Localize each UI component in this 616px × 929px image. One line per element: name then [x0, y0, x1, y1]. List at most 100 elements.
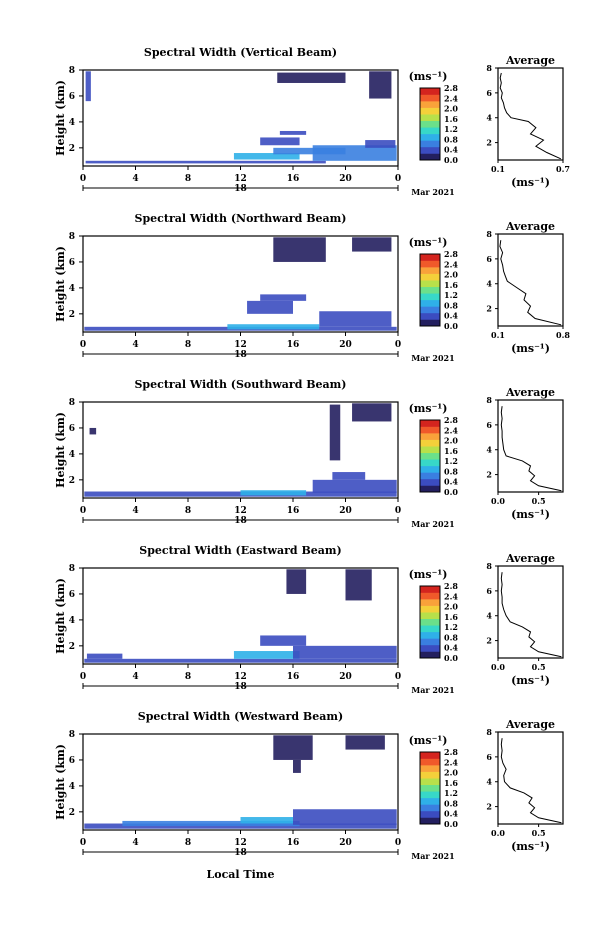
x-tick-label: 4: [132, 174, 138, 184]
x-tick-label: 20: [339, 672, 352, 682]
heatmap-cell: [293, 759, 301, 773]
profile-y-tick-label: 2: [486, 470, 492, 480]
profile-x-tick-label: 0.1: [491, 164, 505, 174]
y-tick-label: 2: [69, 310, 75, 320]
profile-x-tick-label: 0.5: [532, 828, 546, 838]
colorbar-tick-label: 2.0: [444, 436, 458, 446]
date-label: Mar 2021: [411, 187, 454, 197]
colorbar-segment: [420, 778, 440, 786]
panel-title: Spectral Width (Vertical Beam): [144, 46, 337, 59]
y-tick-label: 2: [69, 808, 75, 818]
profile-y-tick-label: 2: [486, 636, 492, 646]
heatmap-cell: [260, 294, 307, 301]
colorbar-tick-label: 2.4: [444, 259, 458, 269]
colorbar-frame: [419, 87, 441, 161]
colorbar-segment: [420, 446, 440, 454]
x-axis-label: Local Time: [207, 868, 275, 881]
profile-y-tick-label: 6: [486, 420, 492, 430]
x-tick-label: 0: [395, 506, 401, 516]
x-tick-label: 16: [287, 838, 300, 848]
profile-y-tick-label: 8: [486, 395, 492, 405]
colorbar-tick-label: 2.4: [444, 591, 458, 601]
profile-x-tick-label: 0.5: [532, 662, 546, 672]
x-tick-label: 20: [339, 506, 352, 516]
profile-line: [500, 572, 562, 658]
heatmap-cell: [260, 635, 307, 646]
colorbar-segment: [420, 810, 440, 818]
y-tick-label: 8: [69, 398, 75, 408]
colorbar-tick-label: 2.8: [444, 747, 458, 757]
x-tick-label: 4: [132, 838, 138, 848]
colorbar-segment: [420, 319, 440, 327]
heatmap-cell: [277, 72, 346, 83]
heatmap-cell: [233, 153, 300, 160]
colorbar-tick-label: 0.4: [444, 145, 458, 155]
colorbar-tick-label: 0.8: [444, 134, 458, 144]
x-tick-label: 12: [234, 340, 247, 350]
x-tick-label: 8: [185, 838, 191, 848]
profile-y-tick-label: 4: [486, 777, 492, 787]
y-axis-label: Height (km): [54, 80, 67, 156]
colorbar-segment: [420, 459, 440, 467]
heatmap-cell: [260, 137, 300, 146]
colorbar-segment: [420, 153, 440, 161]
colorbar-segment: [420, 133, 440, 141]
y-tick-label: 8: [69, 232, 75, 242]
x-tick-label: 12: [234, 672, 247, 682]
y-axis-label: Height (km): [54, 578, 67, 654]
colorbar-segment: [420, 426, 440, 434]
heatmap-cell: [352, 237, 392, 252]
colorbar-unit: (ms⁻¹): [409, 70, 448, 83]
y-tick-label: 4: [69, 782, 75, 792]
colorbar-segment: [420, 478, 440, 486]
x-tick-label: 4: [132, 672, 138, 682]
heatmap-cell: [247, 300, 293, 314]
date-tick-label: 18: [234, 848, 247, 858]
date-tick-label: 18: [234, 682, 247, 692]
colorbar-segment: [420, 651, 440, 659]
colorbar-segment: [420, 286, 440, 294]
y-tick-label: 2: [69, 642, 75, 652]
colorbar-segment: [420, 140, 440, 148]
date-tick-label: 18: [234, 350, 247, 360]
x-tick-label: 0: [80, 340, 86, 350]
heatmap-cell: [85, 160, 326, 164]
heatmap-cell: [279, 130, 307, 135]
heatmap-cell: [273, 237, 326, 262]
colorbar-segment: [420, 293, 440, 301]
y-tick-label: 6: [69, 590, 75, 600]
colorbar-segment: [420, 758, 440, 766]
y-tick-label: 8: [69, 66, 75, 76]
colorbar-tick-label: 2.0: [444, 270, 458, 280]
colorbar-segment: [420, 605, 440, 613]
profile-y-tick-label: 8: [486, 63, 492, 73]
profile-title: Average: [505, 386, 555, 399]
heatmap-cell: [345, 569, 372, 601]
colorbar-tick-label: 2.8: [444, 83, 458, 93]
y-tick-label: 6: [69, 92, 75, 102]
y-tick-label: 4: [69, 118, 75, 128]
x-tick-label: 8: [185, 672, 191, 682]
y-axis-label: Height (km): [54, 246, 67, 322]
colorbar-segment: [420, 312, 440, 320]
profile-title: Average: [505, 552, 555, 565]
colorbar-segment: [420, 618, 440, 626]
profile-title: Average: [505, 718, 555, 731]
date-label: Mar 2021: [411, 685, 454, 695]
profile-y-tick-label: 8: [486, 727, 492, 737]
profile-x-tick-label: 0.5: [532, 496, 546, 506]
y-tick-label: 6: [69, 258, 75, 268]
colorbar-tick-label: 0.0: [444, 155, 458, 165]
x-tick-label: 16: [287, 340, 300, 350]
colorbar-unit: (ms⁻¹): [409, 402, 448, 415]
x-tick-label: 0: [395, 672, 401, 682]
heatmap-cell: [240, 490, 307, 496]
colorbar-segment: [420, 101, 440, 108]
heatmap-cell: [345, 735, 385, 750]
colorbar-segment: [420, 625, 440, 633]
colorbar-tick-label: 1.6: [444, 778, 458, 788]
colorbar-frame: [419, 419, 441, 493]
colorbar-segment: [420, 280, 440, 288]
x-tick-label: 4: [132, 340, 138, 350]
x-tick-label: 8: [185, 506, 191, 516]
